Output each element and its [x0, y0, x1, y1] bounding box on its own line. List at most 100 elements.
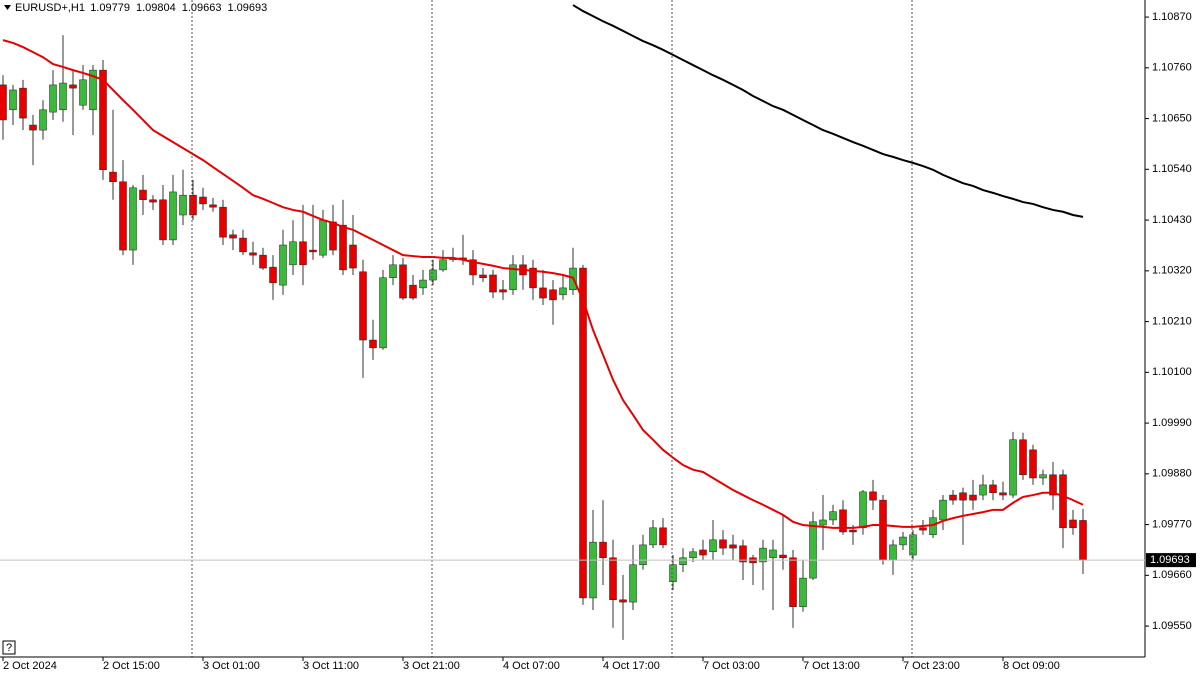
candle-body: [99, 69, 107, 171]
x-tick-label: 7 Oct 13:00: [803, 660, 860, 672]
candle-body: [999, 492, 1007, 496]
candle-body: [509, 264, 517, 290]
candle-body: [879, 499, 887, 561]
candle-body: [689, 551, 697, 559]
x-tick-label: 3 Oct 11:00: [303, 660, 359, 672]
candle-body: [239, 237, 247, 253]
candle-body: [119, 181, 127, 251]
header-high: 1.09804: [136, 2, 176, 14]
candle-body: [739, 545, 747, 563]
candle-body: [169, 191, 177, 241]
candle-body: [949, 494, 957, 501]
candle-body: [79, 79, 87, 106]
candle-body: [289, 241, 297, 266]
candle-body: [89, 69, 97, 111]
candle-body: [199, 196, 207, 205]
x-tick-label: 3 Oct 21:00: [403, 660, 460, 672]
candle-body: [939, 499, 947, 521]
candle-body: [419, 279, 427, 289]
x-tick-label: 4 Oct 07:00: [503, 660, 560, 672]
candle-body: [729, 544, 737, 549]
x-tick-label: 3 Oct 01:00: [203, 660, 260, 672]
moving-average: [572, 4, 1084, 218]
candle-body: [659, 527, 667, 546]
candle-body: [499, 289, 507, 293]
candle-body: [59, 82, 67, 111]
candle-body: [389, 264, 397, 278]
x-tick-label: 4 Oct 17:00: [603, 660, 660, 672]
candle-body: [609, 557, 617, 601]
candle-body: [559, 287, 567, 296]
chart-header: EURUSD+,H1 1.09779 1.09804 1.09663 1.09693: [15, 2, 267, 14]
y-tick-label: 1.09660: [1152, 569, 1192, 581]
candle-body: [839, 509, 847, 533]
header-close: 1.09693: [227, 2, 267, 14]
candle-body: [759, 547, 767, 563]
candle-body: [49, 84, 57, 113]
header-low: 1.09663: [182, 2, 222, 14]
candle-body: [439, 259, 447, 271]
candle-body: [549, 289, 557, 301]
candle-body: [769, 549, 777, 559]
candle-body: [379, 277, 387, 349]
x-tick-label: 8 Oct 09:00: [1003, 660, 1060, 672]
candle-body: [269, 266, 277, 284]
candle-body: [869, 491, 877, 501]
y-tick-label: 1.10870: [1152, 11, 1192, 23]
candle-body: [819, 519, 827, 526]
y-tick-label: 1.10100: [1152, 366, 1192, 378]
candle-body: [139, 189, 147, 201]
moving-average: [2, 39, 1084, 529]
y-tick-label: 1.09770: [1152, 518, 1192, 530]
candle-body: [789, 557, 797, 607]
candle-body: [319, 219, 327, 256]
candle-body: [1019, 439, 1027, 476]
candle-body: [369, 339, 377, 349]
candle-body: [639, 544, 647, 565]
candle-body: [69, 84, 77, 89]
candle-body: [719, 539, 727, 549]
candle-body: [299, 241, 307, 266]
candle-body: [1059, 474, 1067, 529]
menu-arrow[interactable]: [4, 5, 11, 10]
candle-body: [279, 244, 287, 286]
x-tick-label: 7 Oct 03:00: [703, 660, 760, 672]
x-tick-label: 2 Oct 2024: [3, 660, 57, 672]
candle-body: [29, 124, 37, 131]
candle-body: [1009, 439, 1017, 496]
candle-body: [489, 274, 497, 293]
candle-body: [0, 84, 7, 121]
candle-body: [1029, 449, 1037, 479]
candle-body: [409, 284, 417, 299]
candle-body: [809, 521, 817, 579]
candle-body: [429, 269, 437, 281]
candle-body: [189, 194, 197, 216]
candle-body: [1069, 519, 1077, 529]
x-tick-label: 7 Oct 23:00: [903, 660, 960, 672]
current-price-box: [1146, 553, 1196, 568]
candle-body: [309, 249, 317, 253]
candle-body: [539, 287, 547, 299]
candle-body: [1049, 474, 1057, 496]
candle-body: [529, 267, 537, 289]
plot-area: [0, 4, 1087, 640]
header-open: 1.09779: [90, 2, 130, 14]
candle-body: [329, 221, 337, 251]
candle-body: [909, 534, 917, 556]
candle-body: [579, 267, 587, 599]
candle-body: [1079, 520, 1087, 561]
candle-body: [349, 244, 357, 269]
y-tick-label: 1.10760: [1152, 62, 1192, 74]
candle-body: [249, 252, 257, 256]
candle-body: [129, 187, 137, 251]
candle-body: [889, 544, 897, 561]
candle-body: [629, 564, 637, 603]
candle-body: [829, 511, 837, 521]
current-price-label: 1.09693: [1150, 554, 1190, 566]
candle-body: [989, 484, 997, 494]
help-button[interactable]: [2, 640, 16, 655]
candle-body: [259, 254, 267, 269]
candle-body: [109, 171, 117, 183]
